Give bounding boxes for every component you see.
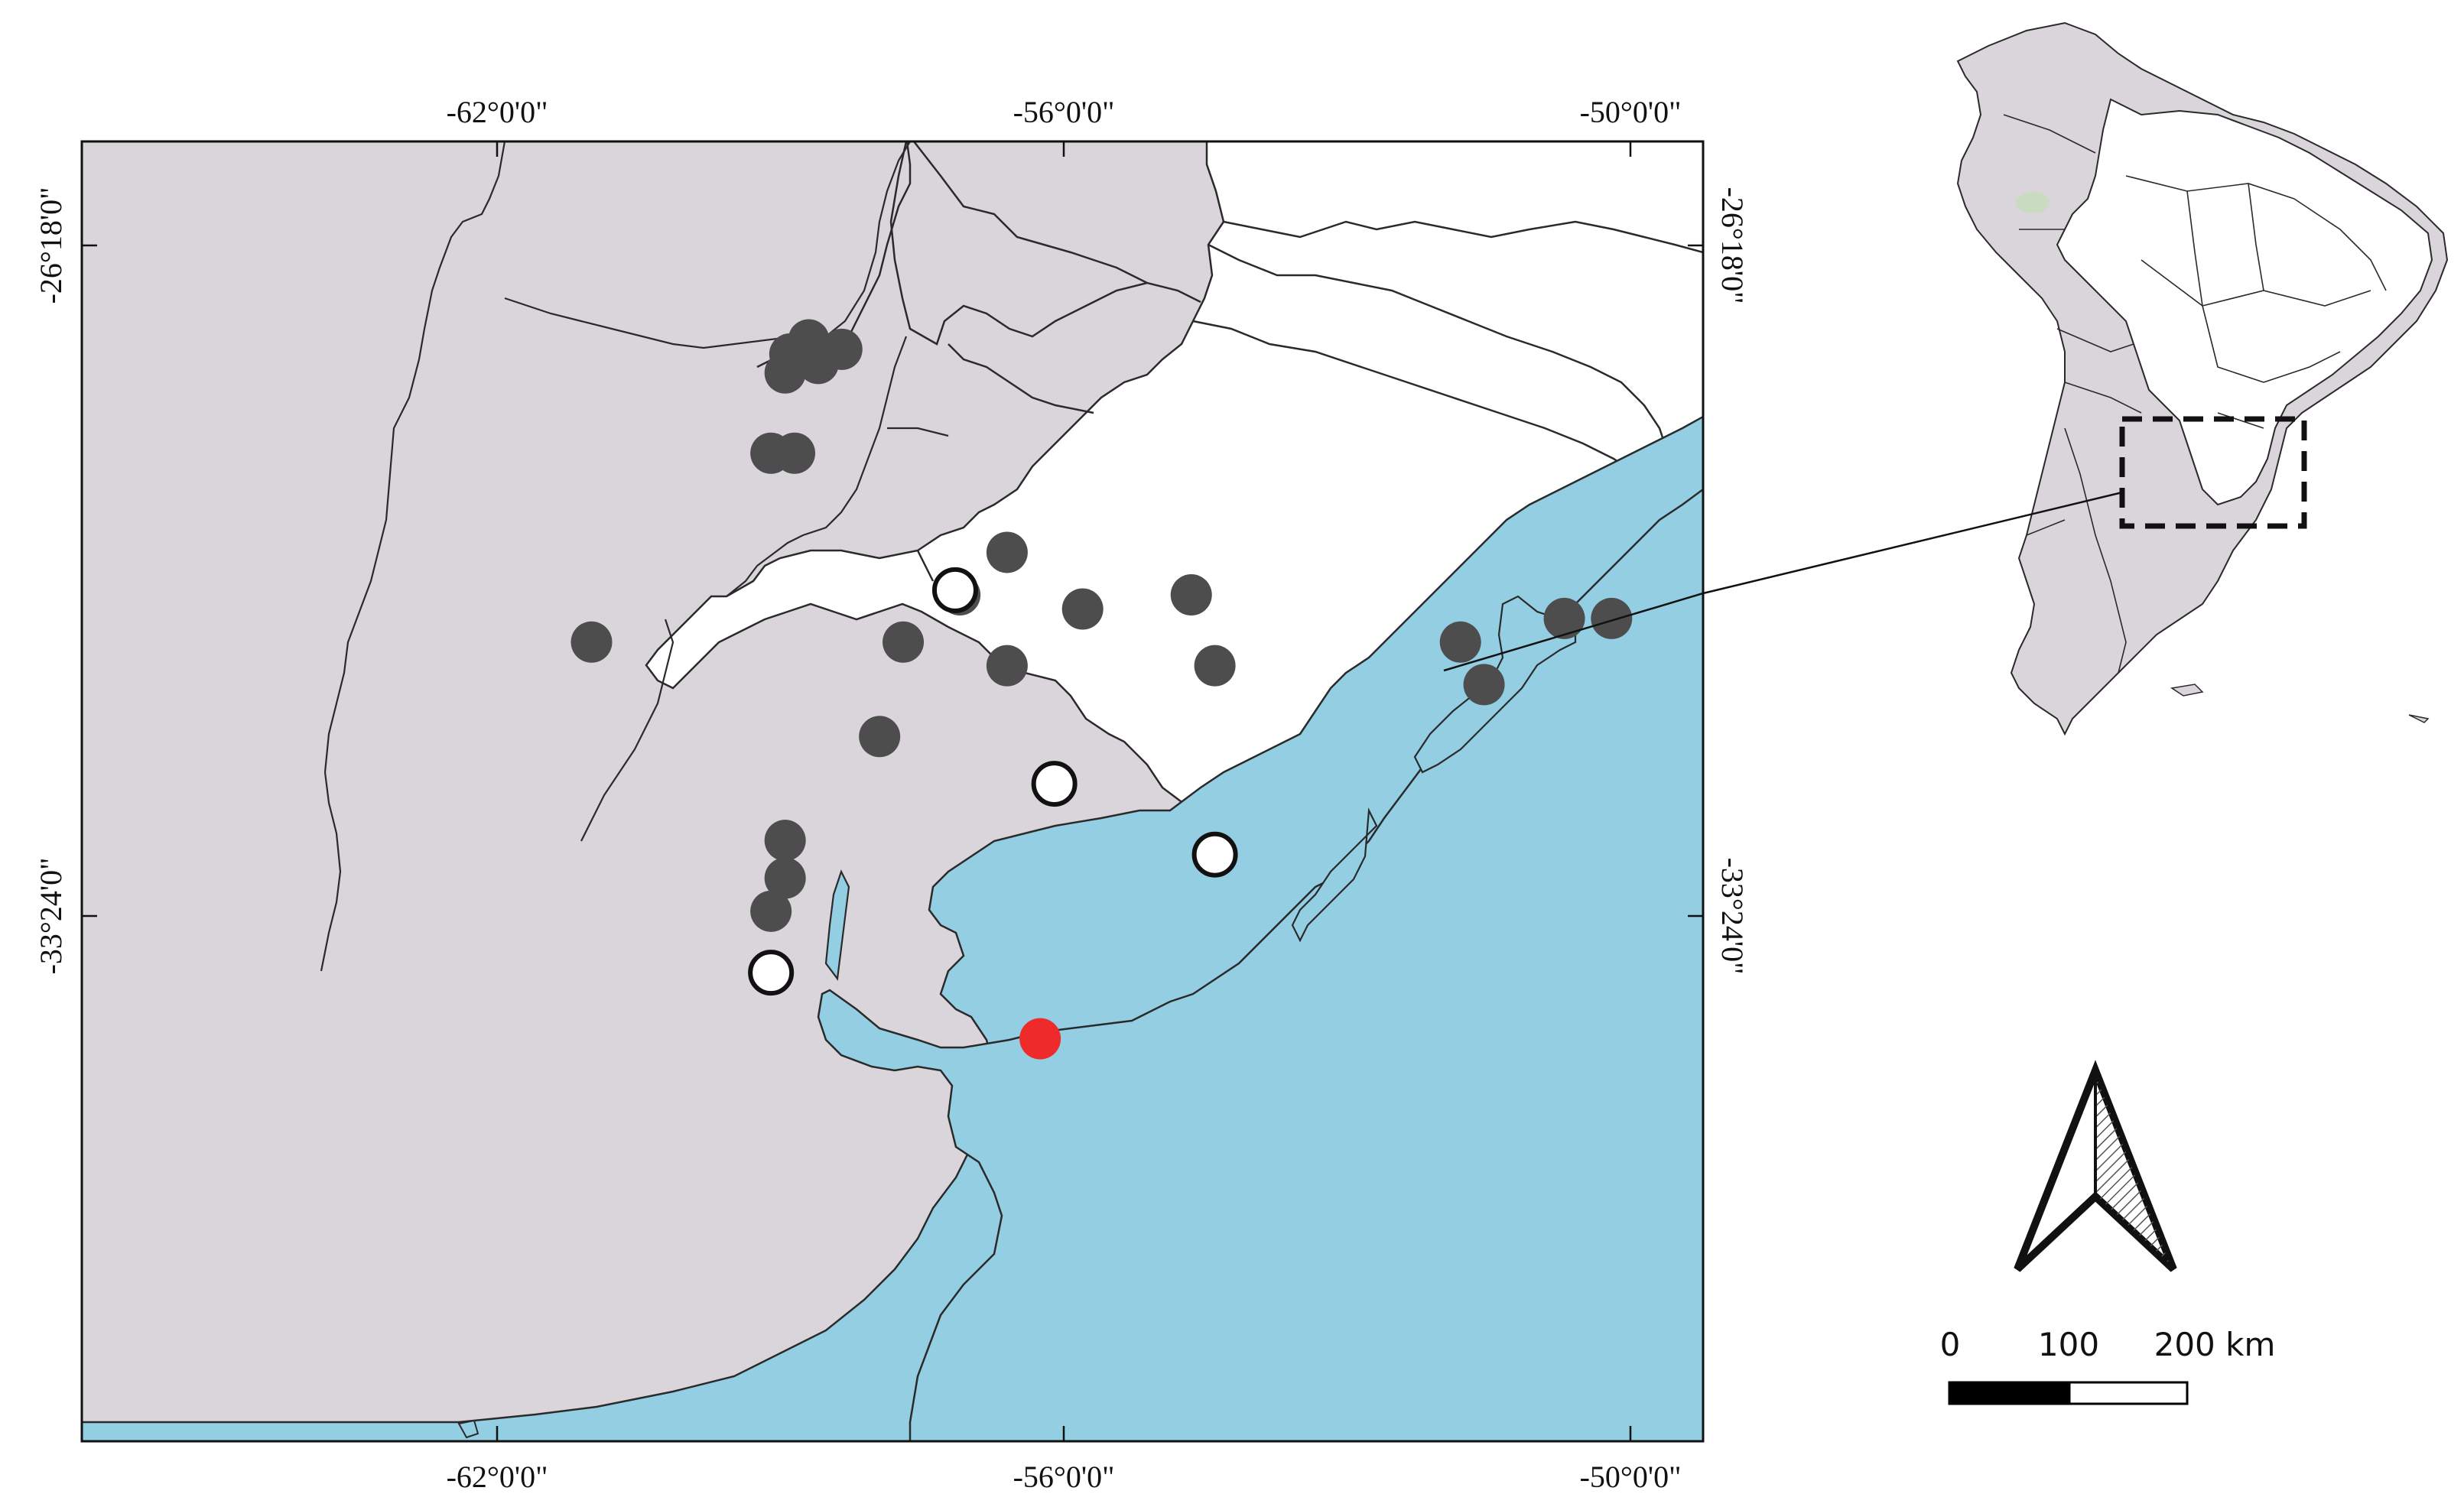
type-locality-point bbox=[1019, 1018, 1061, 1060]
record-point-filled bbox=[986, 645, 1028, 687]
lon-label-bottom-2: -56°0'0" bbox=[1013, 1460, 1115, 1494]
record-point-filled bbox=[1543, 597, 1585, 639]
record-point-open bbox=[1191, 831, 1238, 878]
study-area-box bbox=[2119, 416, 2307, 529]
lat-label-right-2: -33°24'0" bbox=[1715, 858, 1750, 975]
graticule-ticks bbox=[82, 141, 1703, 1441]
lat-label-left-2: -33°24'0" bbox=[34, 858, 68, 975]
inset-falklands bbox=[2170, 684, 2204, 697]
record-point-filled bbox=[764, 820, 806, 862]
lon-label-top-2: -56°0'0" bbox=[1013, 95, 1115, 129]
rivers bbox=[320, 141, 949, 972]
scale-label-100: 100 bbox=[2038, 1326, 2099, 1363]
inset-brazil bbox=[2056, 98, 2433, 506]
record-point-filled bbox=[1194, 645, 1236, 687]
leader-line-inset bbox=[1702, 491, 2123, 595]
record-point-filled bbox=[859, 716, 901, 758]
record-point-filled bbox=[764, 352, 806, 394]
record-point-filled bbox=[570, 621, 613, 663]
record-point-filled bbox=[1439, 621, 1481, 663]
small-lake bbox=[457, 1419, 479, 1439]
leader-line-main bbox=[1443, 592, 1703, 672]
record-point-filled bbox=[883, 621, 925, 663]
record-point-filled bbox=[1170, 574, 1212, 616]
inset-island bbox=[2408, 714, 2430, 723]
record-point-filled bbox=[1061, 588, 1104, 630]
record-point-filled bbox=[1591, 597, 1633, 639]
record-point-open bbox=[1031, 761, 1078, 807]
record-point-filled bbox=[1463, 664, 1505, 706]
scale-bar: 0 100 200 km bbox=[1940, 1326, 2276, 1405]
record-point-filled bbox=[774, 432, 816, 474]
lat-label-left-1: -26°18'0" bbox=[34, 187, 68, 304]
lon-label-top-3: -50°0'0" bbox=[1580, 95, 1682, 129]
main-map: -62°0'0" -56°0'0" -50°0'0" -62°0'0" -56°… bbox=[34, 95, 1750, 1494]
lat-label-right-1: -26°18'0" bbox=[1715, 187, 1750, 304]
record-point-open bbox=[931, 567, 978, 613]
records-layer bbox=[570, 319, 1633, 1060]
inset-locator-map bbox=[1702, 21, 2449, 736]
record-point-filled bbox=[750, 890, 792, 932]
plate-channel bbox=[824, 869, 850, 981]
lon-label-bottom-1: -62°0'0" bbox=[447, 1460, 548, 1494]
inset-highlight-area bbox=[2016, 192, 2050, 213]
map-frame bbox=[80, 140, 1705, 1443]
record-point-filled bbox=[986, 531, 1028, 573]
lon-label-bottom-3: -50°0'0" bbox=[1580, 1460, 1682, 1494]
record-point-filled bbox=[764, 857, 806, 899]
inset-borders bbox=[2003, 114, 2387, 674]
scale-label-0: 0 bbox=[1940, 1326, 1961, 1363]
scale-segment-white bbox=[2068, 1381, 2189, 1405]
scale-segment-black bbox=[1948, 1381, 2071, 1405]
north-arrow-icon bbox=[2014, 1060, 2177, 1272]
lon-label-top-1: -62°0'0" bbox=[447, 95, 548, 129]
lagoa-mirim bbox=[1291, 807, 1378, 943]
record-point-open bbox=[748, 950, 795, 996]
scale-label-200: 200 km bbox=[2154, 1326, 2276, 1363]
